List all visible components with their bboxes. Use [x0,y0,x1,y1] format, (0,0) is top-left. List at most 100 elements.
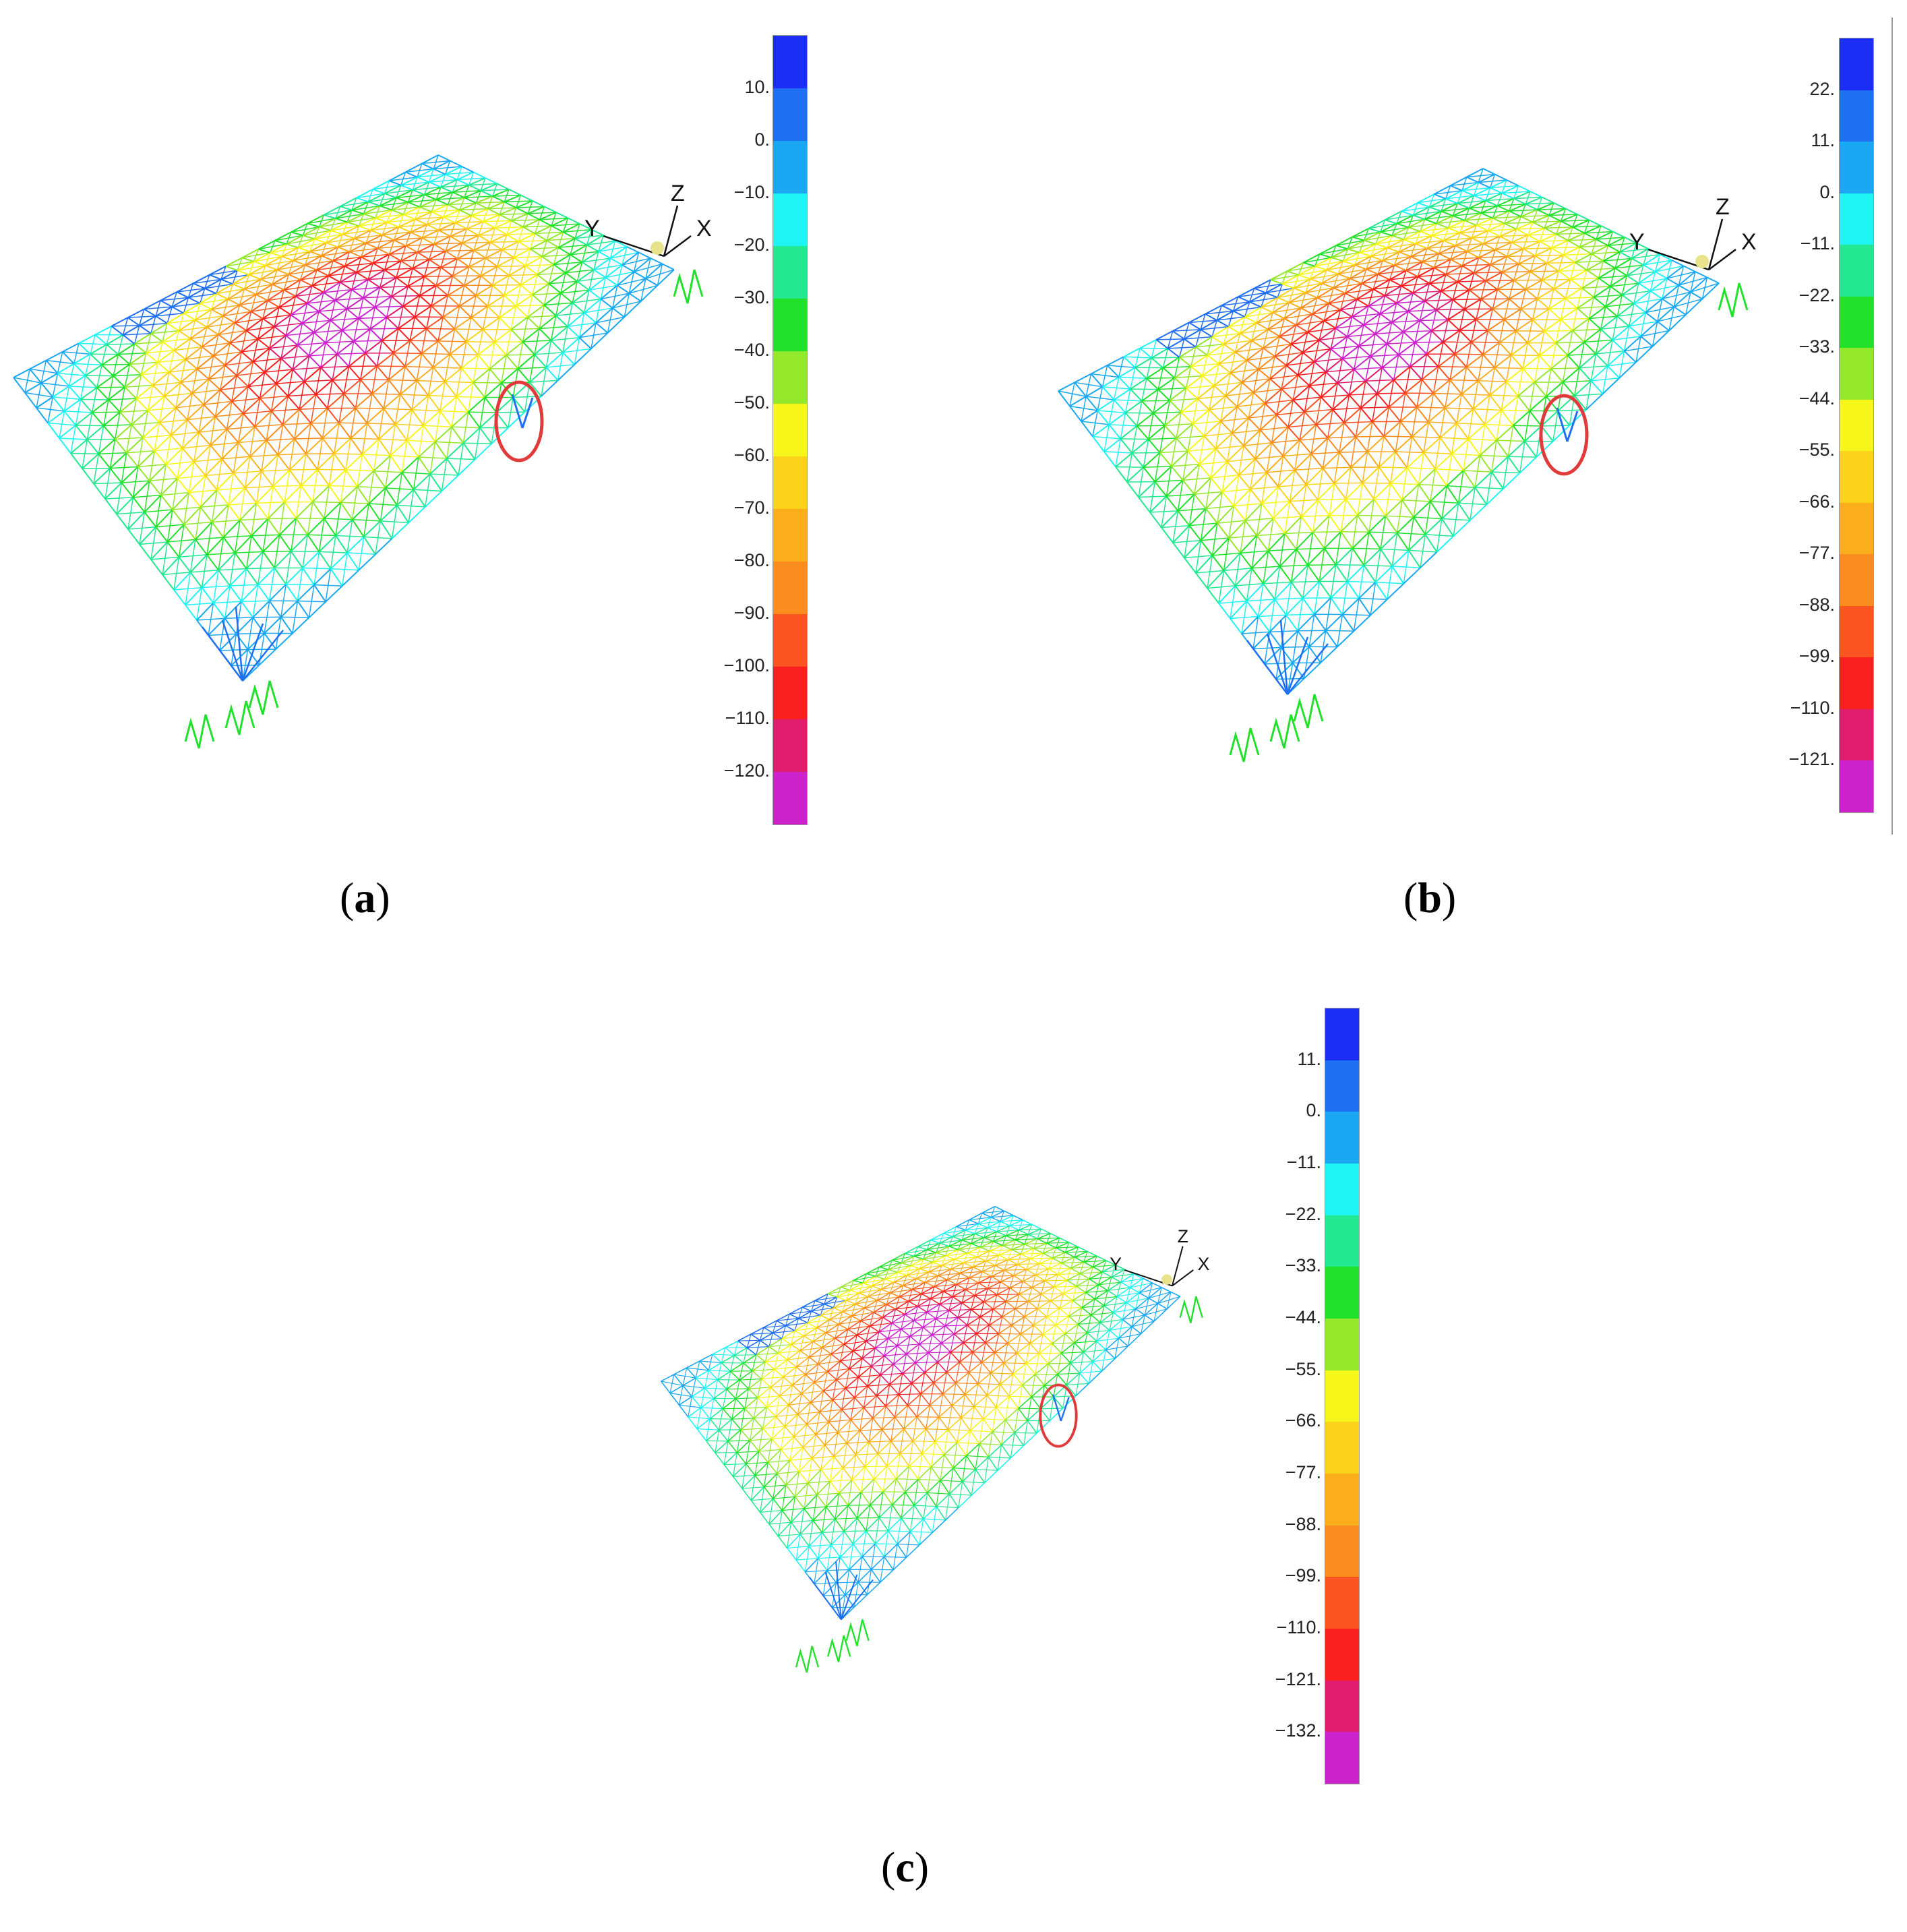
mesh-member [598,251,611,259]
mesh-member [104,498,117,515]
mesh-member [413,473,431,490]
mesh-diagonal [1327,409,1333,438]
mesh-member [1230,600,1248,620]
mesh-member [285,334,299,346]
mesh-member [200,489,218,508]
mesh-member [1303,662,1321,680]
mesh-member [537,274,550,284]
mesh-member [1330,580,1348,599]
mesh-diagonal [325,568,332,602]
mesh-diagonal [1261,472,1267,504]
mesh-diagonal [154,422,160,451]
mesh-diagonal [1085,373,1092,397]
mesh-member [160,477,178,496]
mesh-member [812,1520,823,1533]
mesh-diagonal [1281,365,1288,390]
mesh-member [1281,388,1294,401]
mesh-member [1263,336,1280,349]
legend-band [773,614,807,667]
mesh-member [239,293,257,306]
mesh-member [1363,548,1381,566]
mesh-member [673,1367,688,1375]
mesh-member [328,485,342,503]
mesh-diagonal [201,326,208,347]
mesh-member [314,238,327,244]
mesh-member [268,600,282,617]
mesh-member [239,519,252,537]
mesh-member [497,183,510,190]
mesh-member [1147,438,1161,454]
mesh-diagonal [1136,400,1143,427]
mesh-member [1307,564,1321,582]
mesh-member [316,260,334,271]
mesh-diagonal [1195,329,1201,347]
mesh-member [285,322,303,336]
mesh-member [842,1468,853,1480]
mesh-member [785,1484,796,1497]
mesh-member [57,373,70,387]
mesh-member [241,601,253,618]
mesh-diagonal [222,504,229,538]
mesh-diagonal [309,239,315,252]
mesh-member [578,337,592,350]
mesh-member [225,257,243,267]
mesh-member [102,425,116,440]
mesh-member [198,431,211,446]
mesh-member [1221,491,1235,507]
mesh-diagonal [406,409,413,441]
mesh-member [236,361,254,376]
mesh-member [370,229,383,236]
mesh-diagonal [445,160,451,175]
mesh-diagonal [1218,344,1225,364]
mesh-member [1327,422,1345,439]
mesh-member [290,303,308,315]
mesh-member [167,322,179,332]
mesh-member [1159,452,1172,467]
mesh-member [320,353,338,368]
mesh-diagonal [300,454,307,486]
mesh-member [760,1511,770,1525]
mesh-diagonal [1257,583,1264,617]
mesh-member [178,556,191,573]
mesh-diagonal [358,537,365,570]
legend-band [773,141,807,193]
mesh-diagonal [117,334,124,355]
mesh-diagonal [396,260,402,278]
mesh-member [717,1379,727,1390]
mesh-diagonal [1273,486,1279,519]
mesh-member [243,398,261,415]
mesh-diagonal [378,409,384,440]
mesh-member [300,279,313,286]
mesh-member [98,438,116,454]
mesh-member [1396,533,1410,551]
mesh-diagonal [595,299,602,323]
mesh-member [309,342,326,357]
mesh-member [737,1340,748,1348]
mesh-member [1134,357,1152,369]
mesh-member [1304,396,1322,413]
mesh-member [560,293,573,303]
mesh-member [528,382,542,397]
mesh-member [777,1473,787,1486]
mesh-member [1244,503,1263,521]
mesh-member [492,195,505,203]
mesh-member [774,1368,784,1378]
mesh-diagonal [196,587,203,621]
mesh-member [1124,412,1138,427]
mesh-member [384,269,397,278]
mesh-member [757,1397,767,1408]
mesh-member [433,235,451,245]
mesh-member [1302,597,1315,615]
mesh-member [454,317,472,330]
mesh-member [816,1494,827,1507]
mesh-member [539,315,557,330]
mesh-diagonal [1143,439,1149,468]
mesh-member [1218,351,1236,365]
mesh-diagonal [1232,406,1238,433]
mesh-member [170,419,188,436]
mesh-member [725,1347,735,1356]
mesh-member [241,257,254,262]
mesh-member [195,319,208,328]
mesh-member [433,367,446,382]
mesh-member [868,1441,879,1455]
